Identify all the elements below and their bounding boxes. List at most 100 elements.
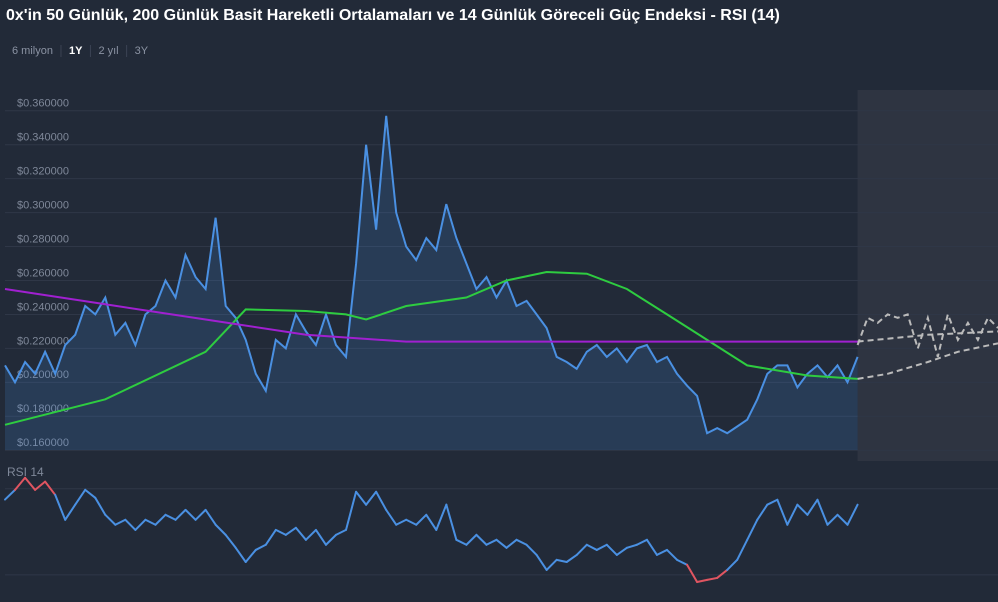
rsi-segment [836,513,849,526]
rsi-segment [375,490,388,511]
chart-title: 0x'in 50 Günlük, 200 Günlük Basit Hareke… [6,7,780,24]
rsi-segment [716,568,729,579]
rsi-segment [385,508,398,526]
rsi-segment [676,558,689,566]
rsi-segment [395,518,408,526]
rsi-segment [425,513,438,531]
rsi-segment [264,528,277,546]
rsi-segment [756,503,769,521]
rsi-segment [816,498,829,526]
series-line [4,288,858,343]
rsi-segment [786,503,799,526]
y-tick-label: $0.220000 [17,335,69,347]
range-button[interactable]: 2 yıl [98,45,118,57]
rsi-segment [625,543,638,549]
rsi-segment [545,558,558,571]
rsi-segment [244,548,257,563]
rsi-segment [365,490,378,506]
range-button[interactable]: 6 milyon [12,45,53,57]
rsi-segment [44,480,57,496]
rsi-segment [294,526,307,541]
forecast-region [857,90,998,461]
rsi-segment [746,518,759,541]
rsi-segment [154,513,167,526]
rsi-segment [335,528,348,536]
rsi-segment [84,488,97,499]
rsi-segment [666,548,679,561]
y-tick-label: $0.240000 [17,301,69,313]
y-tick-label: $0.340000 [17,132,69,144]
y-tick-label: $0.160000 [17,437,69,449]
rsi-segment [194,508,207,521]
rsi-segment [314,528,327,546]
rsi-segment [826,513,839,526]
rsi-segment [525,543,538,556]
rsi-segment [555,558,568,563]
rsi-segment [104,513,117,526]
rsi-segment [806,498,819,516]
rsi-segment [124,518,137,531]
rsi-segment [696,578,709,584]
rsi-segment [645,538,658,556]
rsi-segment [74,488,87,506]
forecast-line [857,330,998,343]
y-tick-label: $0.300000 [17,200,69,212]
rsi-segment [515,538,528,546]
rsi-segment [345,490,358,531]
rsi-segment [435,503,448,531]
rsi-segment [134,518,147,531]
rsi-segment [415,513,428,526]
rsi-segment [224,533,237,549]
rsi-segment [736,538,749,561]
rsi-segment [114,518,127,526]
series-line [4,270,858,426]
rsi-segment [204,508,217,526]
rsi-segment [535,553,548,571]
rsi-segment [605,543,618,556]
y-tick-label: $0.280000 [17,233,69,245]
rsi-segment [14,476,27,491]
rsi-segment [324,533,337,546]
rsi-segment [34,480,47,491]
rsi-segment [475,533,488,546]
rsi-segment [445,503,458,541]
rsi-label: RSI 14 [7,465,44,479]
rsi-segment [726,558,739,571]
rsi-segment [24,476,37,491]
rsi-segment [54,493,67,521]
rsi-segment [635,538,648,546]
rsi-segment [184,508,197,521]
range-button[interactable]: 3Y [135,45,149,57]
rsi-segment [615,546,628,556]
rsi-segment [405,518,418,526]
rsi-segment [355,490,368,506]
rsi-segment [234,546,247,563]
forecast-line [857,342,998,380]
rsi-segment [64,503,77,521]
rsi-segment [304,528,317,541]
rsi-segment [776,498,789,526]
rsi-segment [585,543,598,551]
rsi-segment [274,528,287,536]
price-area [5,115,858,451]
rsi-segment [575,543,588,556]
rsi-segment [455,538,468,546]
rsi-segment [465,533,478,546]
rsi-segment [846,503,859,526]
rsi-segment [174,508,187,521]
rsi-segment [706,576,719,581]
rsi-segment [94,496,107,516]
rsi-segment [766,498,779,506]
rsi-segment [144,518,157,526]
forecast-line [856,311,998,358]
y-tick-label: $0.260000 [17,267,69,279]
series-line [4,115,859,435]
y-tick-label: $0.320000 [17,166,69,178]
rsi-segment [565,553,578,563]
range-button[interactable]: 1Y [69,45,83,57]
y-tick-label: $0.360000 [17,98,69,110]
rsi-segment [686,563,699,584]
